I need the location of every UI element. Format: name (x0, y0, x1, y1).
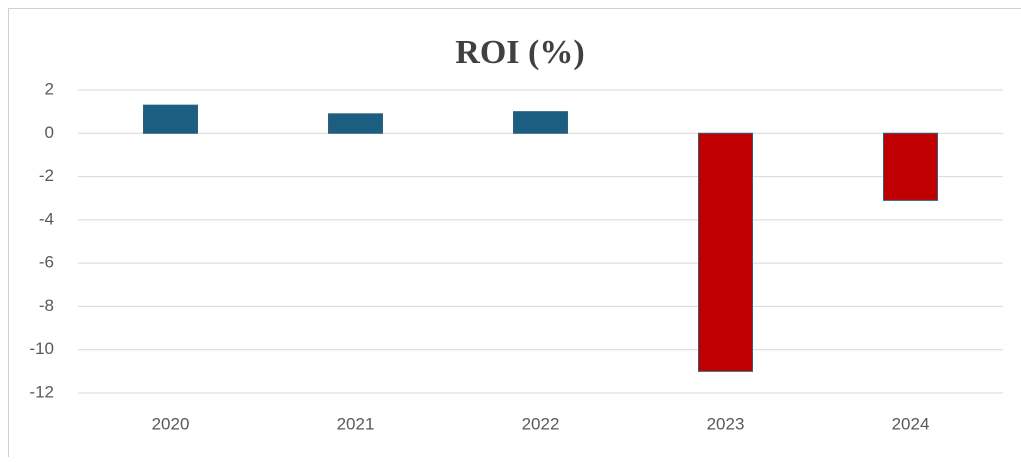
x-tick-label: 2023 (707, 414, 745, 433)
bar (514, 112, 568, 134)
bar (699, 133, 753, 371)
y-tick-label: 2 (45, 79, 54, 98)
y-tick-label: -2 (39, 166, 54, 185)
x-tick-label: 2021 (337, 414, 375, 433)
bar (144, 105, 198, 133)
y-tick-label: -4 (39, 209, 54, 228)
y-tick-label: -6 (39, 253, 54, 272)
chart-title: ROI (%) (455, 34, 584, 71)
y-tick-label: -8 (39, 296, 54, 315)
bar (329, 114, 383, 133)
y-tick-label: -12 (29, 382, 54, 401)
y-tick-label: -10 (29, 339, 54, 358)
chart-frame (9, 9, 1021, 458)
x-tick-label: 2020 (152, 414, 190, 433)
x-tick-label: 2022 (522, 414, 560, 433)
x-tick-label: 2024 (892, 414, 930, 433)
y-tick-label: 0 (45, 123, 54, 142)
bar (884, 133, 938, 200)
